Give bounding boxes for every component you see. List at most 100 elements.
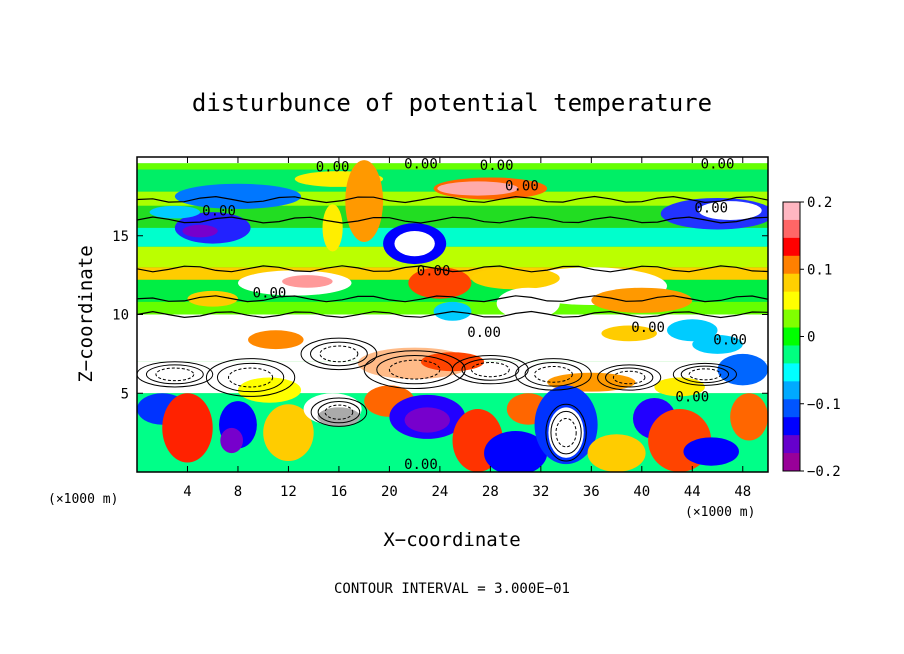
contour-label: 0.00 [631,320,665,336]
contour-label: 0.00 [316,159,350,175]
x-unit-left: (×1000 m) [48,492,118,507]
contour-loop [545,403,587,462]
contour-loop [470,362,510,378]
x-tick-label: 28 [482,484,499,500]
field-band [137,246,768,268]
contour-loop [310,341,368,367]
contour-loop [605,367,654,388]
field-blob [587,434,646,472]
contour-loop [612,370,646,385]
contour-label: 0.00 [404,457,438,473]
x-tick-label: 48 [734,484,751,500]
field-band [137,157,768,164]
contour-line [137,310,768,319]
contour-line [137,195,768,204]
contour-line [137,265,768,273]
contour-loop [515,358,592,391]
colorbar-swatch [783,417,800,436]
field-blob [404,407,450,433]
field-blob [692,334,743,354]
contour-interval-note: CONTOUR INTERVAL = 3.000E−01 [334,581,570,597]
contour-label: 0.00 [713,333,747,349]
field-blob [162,393,213,463]
field-blob [496,287,560,320]
colorbar-swatch [783,219,800,239]
field-blob [437,181,519,196]
contour-label: 0.00 [467,325,501,341]
contour-loop [300,337,378,371]
field-blob [187,290,238,307]
x-tick-label: 40 [633,484,650,500]
chart-title: disturbunce of potential temperature [192,89,712,117]
contour-loop [324,404,354,420]
contour-loop [388,359,441,380]
x-tick-label: 20 [381,484,398,500]
field-blob [322,204,343,252]
contour-loop [317,401,361,424]
colorbar-swatch [783,327,800,346]
x-tick-label: 36 [583,484,600,500]
x-tick-label: 12 [280,484,297,500]
contour-loop [680,365,730,384]
contour-loop [137,361,214,388]
field-band [137,227,768,247]
colorbar-swatch [783,345,800,364]
contour-label: 0.00 [480,158,514,174]
colorbar-swatch [783,273,800,293]
x-unit-right: (×1000 m) [685,505,755,520]
field-blob [237,377,302,403]
contour-loop [534,365,573,383]
colorbar-tick-label: −0.1 [807,397,841,413]
x-tick-label: 16 [330,484,347,500]
contour-loop [550,410,582,455]
field-blob [698,201,762,220]
contour-label: 0.00 [505,178,539,194]
colorbar-swatch [783,381,800,400]
colorbar-swatch [783,255,800,275]
contour-loop [452,354,529,385]
field-blob [182,224,218,238]
x-axis-label: X−coordinate [383,529,520,551]
contour-loop [672,362,737,386]
colorbar-tick-label: 0.1 [807,262,832,278]
field-blob [174,183,302,209]
field-blob [317,407,361,427]
colorbar-swatch [783,435,800,454]
contour-loop [524,362,583,387]
colorbar-tick-label: 0 [807,330,815,346]
y-tick-label: 15 [112,229,129,245]
field-blob [394,231,435,257]
field-blob [220,427,244,454]
field-blob [730,393,768,441]
contour-loop [216,362,285,393]
field-blob [484,431,548,472]
field-blob [654,377,705,397]
field-blob [420,352,485,372]
contour-loop [555,417,577,448]
colorbar-swatch [783,399,800,418]
field-band [137,163,768,170]
y-axis-label: Z−coordinate [75,245,97,382]
field-blob [149,205,201,219]
x-tick-label: 4 [183,484,191,500]
field-blob [282,275,333,288]
y-tick-label: 5 [121,386,129,402]
contour-loop [363,350,466,390]
contour-label: 0.00 [701,156,735,172]
contour-label: 0.00 [202,204,236,220]
contour-label: 0.00 [694,200,728,216]
field-blob [326,317,403,343]
contour-loop [310,397,368,427]
field-blob [717,353,768,386]
field-blob [548,407,584,458]
field-blob [263,404,314,461]
field-blob [471,267,560,290]
x-tick-label: 32 [532,484,549,500]
x-tick-label: 44 [684,484,701,500]
field-blob [667,319,718,342]
colorbar-tick-label: −0.2 [807,464,841,480]
colorbar-swatch [783,453,800,472]
colorbar-swatch [783,291,800,311]
field-blob [683,437,739,466]
